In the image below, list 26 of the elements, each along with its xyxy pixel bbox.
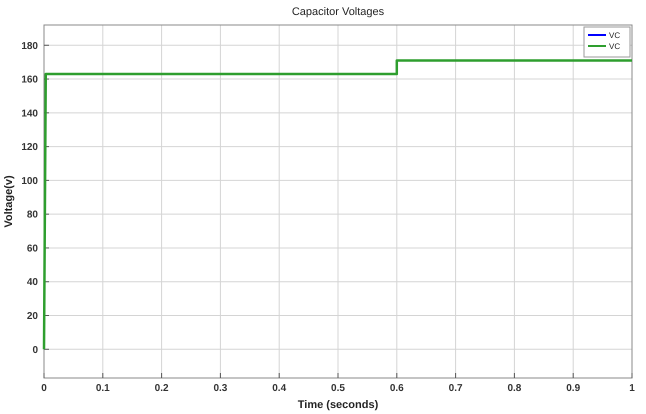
y-axis-title: Voltage(v) — [3, 174, 15, 228]
legend-label: VC — [609, 42, 620, 51]
x-axis-title: Time (seconds) — [298, 399, 379, 411]
x-tick-label: 0 — [41, 383, 48, 394]
y-tick-label: 160 — [21, 74, 38, 86]
x-tick-label: 0.7 — [448, 383, 463, 394]
x-tick-label: 0.1 — [96, 383, 110, 394]
x-tick-label: 0.9 — [566, 383, 581, 394]
y-tick-label: 60 — [26, 243, 38, 254]
x-tick-label: 0.6 — [390, 383, 404, 394]
y-tick-label: 20 — [26, 311, 38, 322]
y-tick-label: 40 — [26, 277, 38, 288]
y-tick-label: 180 — [21, 40, 38, 52]
y-tick-label: 0 — [32, 344, 38, 356]
x-tick-label: 0.3 — [213, 383, 228, 394]
y-tick-label: 100 — [21, 176, 38, 187]
x-tick-label: 1 — [629, 383, 636, 394]
y-tick-label: 140 — [21, 108, 38, 120]
x-tick-label: 0.4 — [272, 383, 287, 394]
chart-title: Capacitor Voltages — [292, 6, 385, 18]
legend-label: VC — [609, 31, 620, 40]
x-tick-label: 0.5 — [331, 383, 346, 394]
x-tick-label: 0.8 — [507, 383, 522, 394]
x-tick-label: 0.2 — [154, 383, 169, 394]
y-tick-label: 80 — [26, 210, 38, 221]
y-tick-label: 120 — [21, 142, 38, 154]
